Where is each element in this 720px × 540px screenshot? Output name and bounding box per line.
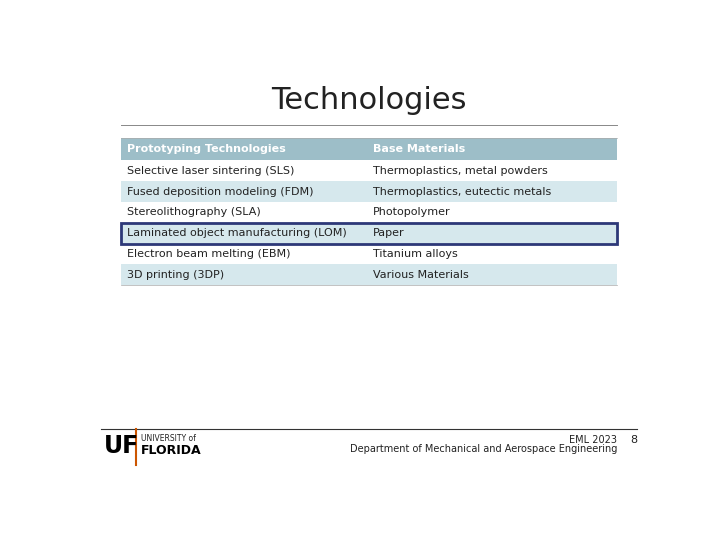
Text: Paper: Paper [373, 228, 405, 238]
FancyBboxPatch shape [121, 223, 617, 244]
FancyBboxPatch shape [121, 160, 617, 181]
Text: FLORIDA: FLORIDA [141, 444, 202, 457]
Text: 8: 8 [631, 435, 638, 445]
Text: UF: UF [104, 434, 139, 457]
Text: Thermoplastics, eutectic metals: Thermoplastics, eutectic metals [373, 187, 551, 197]
Text: Stereolithography (SLA): Stereolithography (SLA) [127, 207, 261, 218]
Text: 3D printing (3DP): 3D printing (3DP) [127, 270, 225, 280]
Text: Technologies: Technologies [271, 86, 467, 114]
Text: Titanium alloys: Titanium alloys [373, 249, 458, 259]
Text: UNIVERSITY of: UNIVERSITY of [141, 434, 197, 443]
FancyBboxPatch shape [121, 265, 617, 285]
Text: Laminated object manufacturing (LOM): Laminated object manufacturing (LOM) [127, 228, 347, 238]
FancyBboxPatch shape [121, 181, 617, 202]
Text: Photopolymer: Photopolymer [373, 207, 451, 218]
Text: Fused deposition modeling (FDM): Fused deposition modeling (FDM) [127, 187, 314, 197]
FancyBboxPatch shape [121, 138, 617, 160]
Text: Selective laser sintering (SLS): Selective laser sintering (SLS) [127, 166, 294, 176]
Text: Base Materials: Base Materials [373, 144, 465, 154]
Text: EML 2023: EML 2023 [570, 435, 617, 445]
Text: Prototyping Technologies: Prototyping Technologies [127, 144, 286, 154]
FancyBboxPatch shape [121, 202, 617, 223]
Text: Department of Mechanical and Aerospace Engineering: Department of Mechanical and Aerospace E… [350, 444, 617, 455]
Text: Thermoplastics, metal powders: Thermoplastics, metal powders [373, 166, 548, 176]
Text: Electron beam melting (EBM): Electron beam melting (EBM) [127, 249, 291, 259]
Text: Various Materials: Various Materials [373, 270, 469, 280]
FancyBboxPatch shape [121, 244, 617, 265]
